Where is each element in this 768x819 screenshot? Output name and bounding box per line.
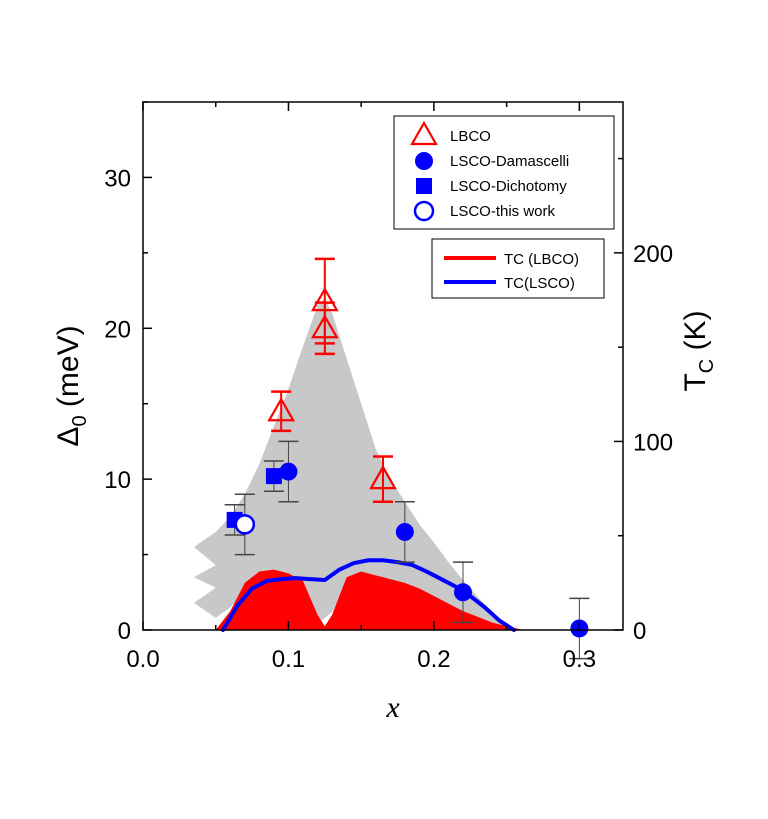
data-point-lsco-damascelli (279, 462, 298, 481)
legend-label: TC(LSCO) (504, 275, 575, 292)
data-point-lsco-this-work (234, 514, 256, 535)
gray-band-layer (193, 298, 507, 630)
y-right-title-sub: C (696, 359, 718, 373)
y-left-tick-label: 30 (104, 165, 131, 192)
y-left-tick-label: 10 (104, 467, 131, 494)
plot-frame (142, 101, 624, 631)
legend-marker (413, 200, 435, 222)
legend-tc: TC (LBCO) TC(LSCO) (431, 238, 605, 299)
y-right-tick-label: 100 (633, 429, 673, 456)
y-right-title-tail: (K) (679, 310, 712, 358)
data-point-lsco-damascelli (454, 583, 472, 602)
error-bar-lbco (373, 455, 393, 504)
tick-label-layer: 0.0 0.1 0.2 0.3 0 10 20 30 0 100 200 (104, 165, 673, 673)
legend-label: LBCO (450, 128, 491, 145)
legend-label: LSCO-Damascelli (450, 153, 569, 170)
y-left-title-main: Δ (52, 427, 85, 447)
tick-layer (142, 101, 623, 631)
legend-entry: LSCO-this work (413, 200, 556, 222)
x-tick-label: 0.1 (272, 646, 305, 673)
x-tick-label: 0.2 (417, 646, 450, 673)
legend-marker (410, 120, 438, 146)
data-point-lsco-dichotomy (265, 468, 282, 485)
legend-label: LSCO-Dichotomy (450, 178, 567, 195)
legend-tc-box (431, 238, 605, 299)
legend-marker (416, 178, 432, 194)
y-right-title-main: T (679, 373, 712, 391)
y-axis-right-title: TC (K) (679, 310, 718, 391)
data-point-lbco (369, 464, 397, 490)
y-left-title-sub: 0 (69, 415, 91, 426)
legend-entry: TC(LSCO) (444, 275, 575, 292)
legend-markers: LBCO LSCO-Damascelli LSCO-Dichotomy LSCO-th… (393, 115, 615, 230)
y-left-title-tail: (meV) (52, 325, 85, 415)
data-point-lbco (310, 286, 339, 312)
legend-entry: TC (LBCO) (444, 251, 579, 268)
y-right-tick-label: 200 (633, 241, 673, 268)
y-axis-left-title: Δ0 (meV) (52, 325, 91, 446)
x-tick-label: 0.3 (563, 646, 596, 673)
y-right-tick-label: 0 (633, 618, 646, 645)
y-left-tick-label: 20 (104, 316, 131, 343)
data-point-lbco (310, 314, 339, 339)
x-axis-title: x (385, 691, 400, 724)
svg-text:Δ0 (meV): Δ0 (meV) (52, 325, 91, 446)
legend-marker (415, 152, 433, 170)
x-tick-label: 0.0 (126, 646, 159, 673)
tc-lbco-area (215, 569, 525, 630)
marker-layer (226, 286, 589, 638)
data-point-lsco-damascelli (395, 522, 414, 541)
legend-entry: LBCO (410, 120, 491, 146)
legend-entry: LSCO-Dichotomy (416, 178, 567, 195)
legend-label: LSCO-this work (450, 203, 556, 220)
legend-entry: LSCO-Damascelli (415, 152, 569, 170)
y-left-tick-label: 0 (118, 618, 131, 645)
gray-gap-band (193, 298, 507, 630)
svg-text:TC (K): TC (K) (679, 310, 718, 391)
legend-label: TC (LBCO) (504, 251, 579, 268)
data-point-lbco (267, 397, 296, 422)
